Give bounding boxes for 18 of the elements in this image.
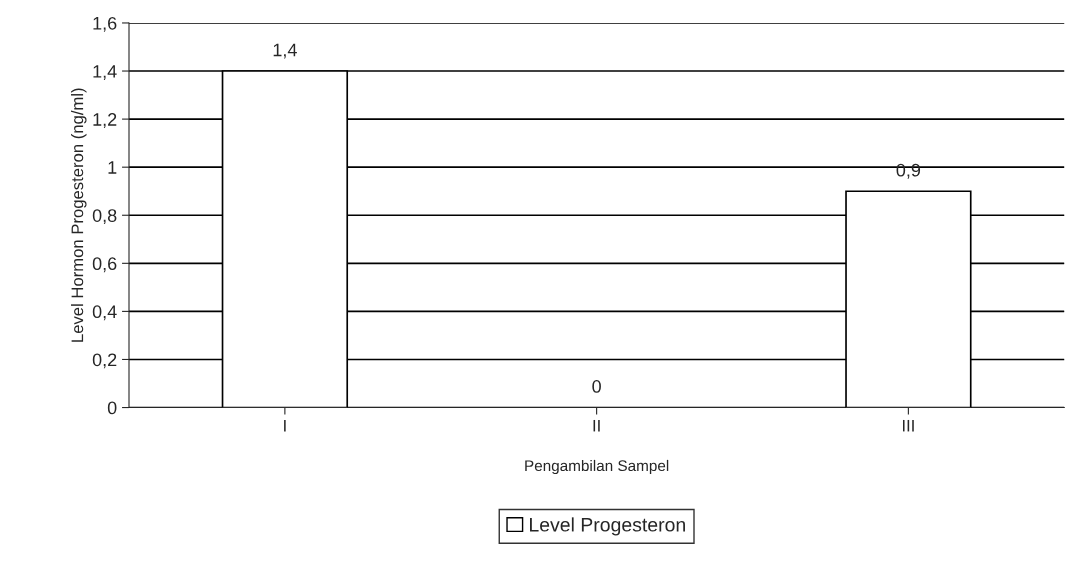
y-tick-label: 0,8	[92, 209, 117, 225]
y-tick-label: 1	[108, 161, 117, 174]
data-label: 0,9	[896, 163, 921, 179]
y-tick-label: 0,2	[92, 353, 117, 369]
x-axis-title: Pengambilan Sampel	[525, 459, 669, 475]
y-tick-label: 0	[107, 401, 117, 415]
y-tick-label: 0,6	[92, 257, 117, 273]
data-label: 0	[592, 380, 601, 393]
data-label: 1,4	[273, 43, 297, 59]
y-tick-label: 1,2	[93, 113, 117, 128]
y-tick-label: 1,4	[93, 65, 117, 80]
y-axis-title: Level Hormon Progesteron (ng/ml)	[71, 88, 87, 342]
x-tick-label: III	[902, 419, 914, 432]
y-tick-label: 0,4	[92, 305, 117, 321]
x-tick-label: I	[284, 419, 286, 432]
x-tick-label: II	[593, 419, 600, 432]
legend-label: Level Progesteron	[530, 517, 685, 536]
y-tick-label: 1,6	[93, 16, 117, 32]
